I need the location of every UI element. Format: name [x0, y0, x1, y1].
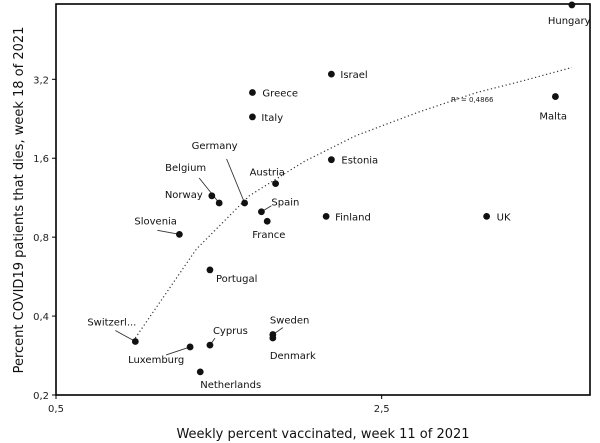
data-point-denmark	[269, 334, 277, 342]
point-label-france: France	[252, 230, 285, 241]
leader-line-slovenia	[157, 229, 180, 235]
point-label-switzerl: Switzerl...	[87, 317, 136, 328]
data-point-malta	[552, 93, 559, 100]
data-points: Hungary Israel Greece Italy Malta Estonia Aust…	[87, 1, 591, 391]
leader-line-switzerl	[115, 330, 136, 342]
point-label-germany: Germany	[192, 141, 238, 152]
data-point-greece	[249, 89, 256, 96]
x-tick-label: 2,5	[374, 404, 390, 415]
point-label-norway: Norway	[165, 190, 203, 201]
x-axis-title: Weekly percent vaccinated, week 11 of 20…	[176, 427, 469, 442]
axis-ticks: 0,5 2,5 0,2 0,4 0,8 1,6 3,2	[33, 75, 390, 415]
point-label-denmark: Denmark	[270, 351, 316, 362]
point-label-portugal: Portugal	[216, 274, 257, 285]
data-point-netherlands	[196, 368, 204, 376]
data-point-germany	[241, 199, 249, 207]
data-point-belgium	[215, 199, 223, 207]
point-label-israel: Israel	[340, 70, 367, 81]
y-tick-label: 0,2	[33, 391, 49, 402]
data-point-france	[263, 217, 271, 225]
point-label-sweden: Sweden	[270, 316, 310, 327]
r-squared-label: R² = 0,4866	[451, 96, 494, 104]
data-point-hungary	[568, 1, 576, 9]
point-label-italy: Italy	[261, 113, 283, 124]
leader-line-belgium	[198, 177, 220, 204]
data-point-finland	[322, 212, 330, 220]
data-point-spain	[258, 208, 265, 216]
data-point-italy	[249, 113, 256, 121]
point-label-malta: Malta	[539, 112, 567, 123]
point-label-netherlands: Netherlands	[200, 380, 261, 391]
trend-line	[134, 66, 573, 339]
plot-frame	[55, 3, 591, 396]
data-point-israel	[327, 70, 335, 78]
x-tick-label: 0,5	[48, 404, 64, 415]
point-label-uk: UK	[497, 212, 511, 223]
point-label-luxemburg: Luxemburg	[128, 355, 184, 366]
y-axis-title: Percent COVID19 patients that dies, week…	[12, 27, 27, 374]
data-point-estonia	[327, 156, 335, 164]
point-label-slovenia: Slovenia	[134, 216, 177, 227]
point-label-cyprus: Cyprus	[213, 326, 248, 337]
point-label-spain: Spain	[271, 198, 299, 209]
point-label-hungary: Hungary	[548, 16, 591, 27]
y-tick-label: 0,4	[33, 312, 49, 323]
point-label-finland: Finland	[335, 212, 371, 223]
y-tick-label: 0,8	[33, 233, 49, 244]
data-point-slovenia	[175, 230, 183, 238]
point-label-belgium: Belgium	[165, 163, 206, 174]
point-label-austria: Austria	[250, 168, 285, 179]
y-tick-label: 1,6	[33, 154, 49, 165]
data-point-cyprus	[206, 341, 214, 349]
data-point-switzerl	[131, 338, 139, 345]
y-tick-label: 3,2	[33, 75, 49, 86]
leader-line-germany	[226, 158, 246, 204]
point-label-greece: Greece	[262, 88, 298, 99]
data-point-norway	[208, 192, 216, 200]
data-point-portugal	[206, 266, 214, 274]
data-point-uk	[483, 212, 491, 220]
leader-line-luxemburg	[165, 346, 191, 356]
point-label-estonia: Estonia	[341, 156, 378, 167]
data-point-luxemburg	[186, 343, 194, 351]
data-point-austria	[272, 180, 279, 188]
